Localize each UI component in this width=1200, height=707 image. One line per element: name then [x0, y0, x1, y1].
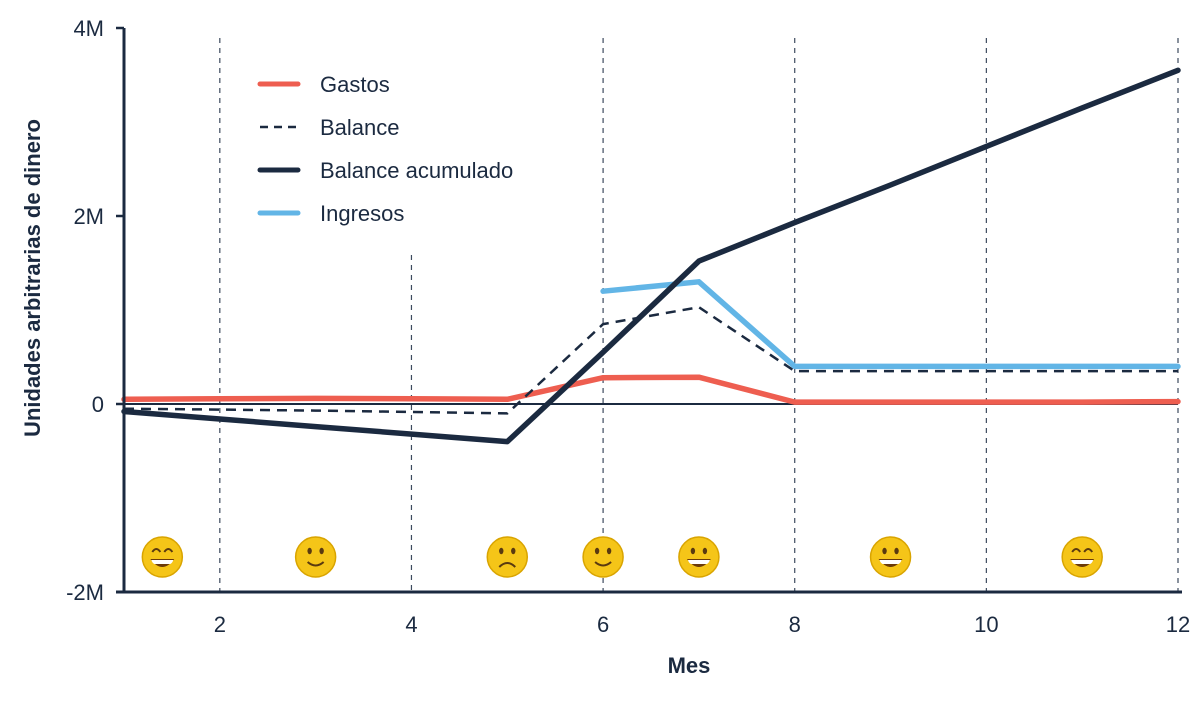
legend-item-balance-acumulado: Balance acumulado	[257, 158, 513, 183]
legend-item-balance: Balance	[260, 115, 400, 140]
y-tick-label: -2M	[66, 580, 104, 605]
series-ingresos	[600, 279, 1181, 370]
y-tick-label: 0	[92, 392, 104, 417]
y-tick-label: 2M	[73, 204, 104, 229]
emoji-grinning-smiling-eyes-icon	[141, 536, 184, 578]
emoji-grinning-smiling-eyes-icon	[1061, 536, 1103, 578]
emoji-frown-icon	[486, 536, 529, 578]
series-gastos	[121, 374, 1181, 405]
x-tick-label: 2	[214, 612, 226, 637]
y-axis-title: Unidades arbitrarias de dinero	[20, 119, 45, 437]
vertical-gridlines	[219, 38, 1179, 592]
legend: Gastos Balance Balance acumulado Ingresos	[257, 72, 513, 226]
emoji-slight-smile-icon	[294, 536, 337, 578]
legend-label: Balance	[320, 115, 400, 140]
mood-emoji-row	[141, 536, 1103, 578]
emoji-slight-smile-icon	[582, 536, 624, 578]
legend-item-ingresos: Ingresos	[257, 201, 404, 226]
series-lines	[121, 67, 1181, 445]
x-tick-label: 12	[1166, 612, 1190, 637]
series-balance	[123, 305, 1178, 415]
legend-item-gastos: Gastos	[257, 72, 390, 97]
emoji-grinning-icon	[678, 536, 720, 578]
axes: -2M 0 2M 4M 2 4 6 8 10 12	[66, 16, 1190, 637]
x-tick-label: 8	[789, 612, 801, 637]
y-tick-label: 4M	[73, 16, 104, 41]
legend-label: Balance acumulado	[320, 158, 513, 183]
x-tick-label: 10	[974, 612, 998, 637]
x-axis-title: Mes	[668, 653, 711, 678]
x-tick-label: 6	[597, 612, 609, 637]
x-tick-label: 4	[405, 612, 417, 637]
series-balance-acumulado	[121, 67, 1181, 445]
legend-label: Gastos	[320, 72, 390, 97]
legend-label: Ingresos	[320, 201, 404, 226]
emoji-grinning-icon	[869, 536, 912, 578]
